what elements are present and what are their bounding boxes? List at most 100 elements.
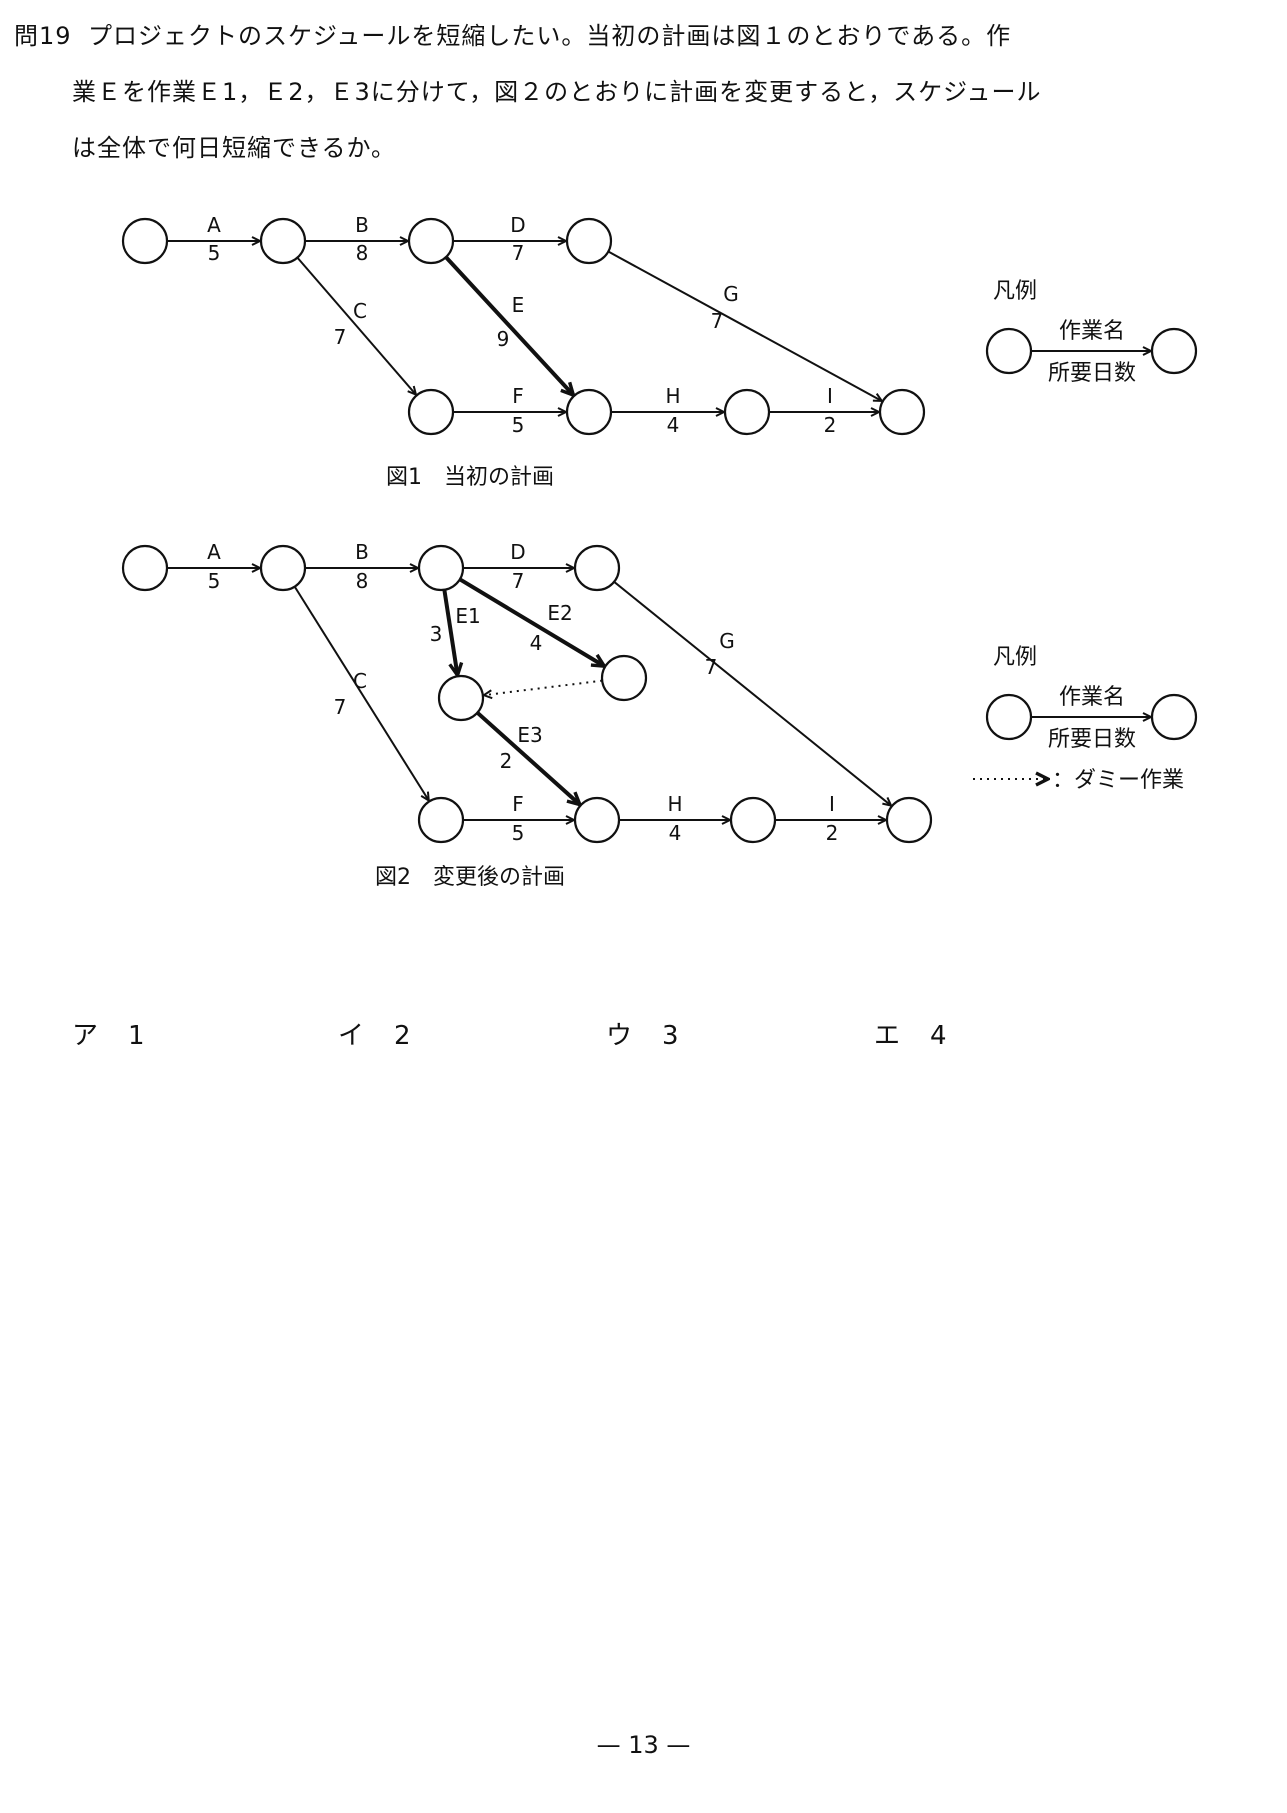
fig1-arc-G — [607, 250, 882, 401]
fig1-arc-D-name: D — [510, 213, 525, 237]
fig2-legend-title: 凡例 — [993, 645, 1037, 670]
fig1-arc-G-days: 7 — [711, 309, 724, 333]
fig1-arc-F-name: F — [512, 384, 524, 408]
choice-u-value: 3 — [662, 1021, 679, 1051]
fig2-arc-E2 — [458, 577, 604, 666]
choice-a-label: ア — [72, 1021, 99, 1051]
fig1-node-n7 — [723, 388, 771, 436]
choice-i-label: イ — [338, 1021, 365, 1051]
choice-a-value: 1 — [128, 1021, 145, 1051]
fig2-arc-E2-days: 4 — [530, 631, 543, 655]
fig1-arc-C-name: C — [353, 299, 367, 323]
fig2-arc-E1 — [442, 589, 457, 676]
fig2-arc-G — [613, 581, 891, 806]
fig2-legend-days-label: 所要日数 — [1048, 727, 1136, 752]
fig2-node-n10 — [885, 796, 933, 844]
fig1-arc-A-name: A — [207, 213, 221, 237]
fig2-arc-F-name: F — [512, 792, 524, 816]
fig2-node-n8 — [573, 796, 621, 844]
fig1-legend-name-label: 作業名 — [1059, 319, 1125, 344]
question-text-3: は全体で何日短縮できるか。 — [72, 134, 397, 162]
fig2-arc-E3-days: 2 — [500, 749, 513, 773]
fig2-caption: 図2 変更後の計画 — [375, 865, 565, 890]
fig1-arc-I-name: I — [827, 384, 833, 408]
fig1-arc-F-days: 5 — [512, 413, 525, 437]
fig2-legend-dummy-label: ：ダミー作業 — [1052, 768, 1184, 793]
fig1-arc-G-name: G — [723, 282, 739, 306]
fig2-node-n6 — [600, 654, 648, 702]
fig1-legend-title: 凡例 — [993, 279, 1037, 304]
question-line-1: 問19 プロジェクトのスケジュールを短縮したい。当初の計画は図１のとおりである。作 — [14, 16, 1011, 51]
choice-e-label: エ — [874, 1021, 901, 1051]
fig2-legend-node-start — [985, 693, 1033, 741]
fig2-node-n2 — [259, 544, 307, 592]
fig2-arc-E1-name: E1 — [455, 604, 480, 628]
fig2-arc-E3-name: E3 — [517, 723, 542, 747]
fig2-node-n7 — [417, 796, 465, 844]
fig2-arc-C-name: C — [353, 669, 367, 693]
fig1-arc-H-name: H — [665, 384, 680, 408]
fig2-arc-E3 — [476, 711, 580, 805]
fig1-arc-D-days: 7 — [512, 241, 525, 265]
fig1-arc-E-name: E — [512, 293, 525, 317]
fig1-arc-C — [296, 256, 416, 395]
fig1-arc-E-days: 9 — [497, 327, 510, 351]
fig1-node-n2 — [259, 217, 307, 265]
fig1-arc-A-days: 5 — [208, 241, 221, 265]
fig1-node-n8 — [878, 388, 926, 436]
fig2-node-n5 — [437, 674, 485, 722]
question-text-2: 業Ｅを作業Ｅ1，Ｅ2，Ｅ3に分けて，図２のとおりに計画を変更すると，スケジュール — [72, 78, 1042, 106]
fig2-legend-name-label: 作業名 — [1059, 685, 1125, 710]
fig1-node-n4 — [565, 217, 613, 265]
fig2-arc-B-days: 8 — [356, 569, 369, 593]
fig2-legend-node-end — [1150, 693, 1198, 741]
choice-e-value: 4 — [930, 1021, 947, 1051]
fig2-node-n9 — [729, 796, 777, 844]
choice-u-label: ウ — [606, 1021, 633, 1051]
fig2-arc-C — [293, 586, 429, 801]
fig2-node-n3 — [417, 544, 465, 592]
page-number: — 13 — — [596, 1731, 691, 1759]
fig1-arc-C-days: 7 — [334, 325, 347, 349]
question-number: 問19 — [14, 22, 72, 50]
question-line-3: は全体で何日短縮できるか。 — [72, 128, 396, 163]
fig2-dummy-arc — [484, 679, 603, 696]
fig1-arc-B-name: B — [355, 213, 369, 237]
fig2-arc-H-days: 4 — [669, 821, 682, 845]
fig1-node-n6 — [565, 388, 613, 436]
fig2-node-n4 — [573, 544, 621, 592]
fig2-arc-G-days: 7 — [705, 655, 718, 679]
fig2-arc-I-name: I — [829, 792, 835, 816]
fig2-arc-D-name: D — [510, 540, 525, 564]
fig2-arc-F-days: 5 — [512, 821, 525, 845]
fig1-legend-node-end — [1150, 327, 1198, 375]
fig1-caption: 図1 当初の計画 — [386, 465, 554, 490]
fig1-node-n3 — [407, 217, 455, 265]
question-line-2: 業Ｅを作業Ｅ1，Ｅ2，Ｅ3に分けて，図２のとおりに計画を変更すると，スケジュール — [72, 72, 1042, 107]
fig2-arc-C-days: 7 — [334, 695, 347, 719]
fig2-arc-A-name: A — [207, 540, 221, 564]
fig1-arc-B-days: 8 — [356, 241, 369, 265]
fig2-node-n1 — [121, 544, 169, 592]
fig2-arc-E2-name: E2 — [547, 601, 572, 625]
fig2-arc-E1-days: 3 — [430, 622, 443, 646]
fig1-arc-H-days: 4 — [667, 413, 680, 437]
fig2-arc-H-name: H — [667, 792, 682, 816]
fig1-node-n1 — [121, 217, 169, 265]
fig2-arc-B-name: B — [355, 540, 369, 564]
fig1-legend-days-label: 所要日数 — [1048, 361, 1136, 386]
fig2-arc-I-days: 2 — [826, 821, 839, 845]
choice-i-value: 2 — [394, 1021, 411, 1051]
fig2-arc-G-name: G — [719, 629, 735, 653]
fig1-arc-I-days: 2 — [824, 413, 837, 437]
question-text-1: プロジェクトのスケジュールを短縮したい。当初の計画は図１のとおりである。作 — [88, 22, 1012, 50]
fig1-arc-E — [444, 255, 573, 395]
